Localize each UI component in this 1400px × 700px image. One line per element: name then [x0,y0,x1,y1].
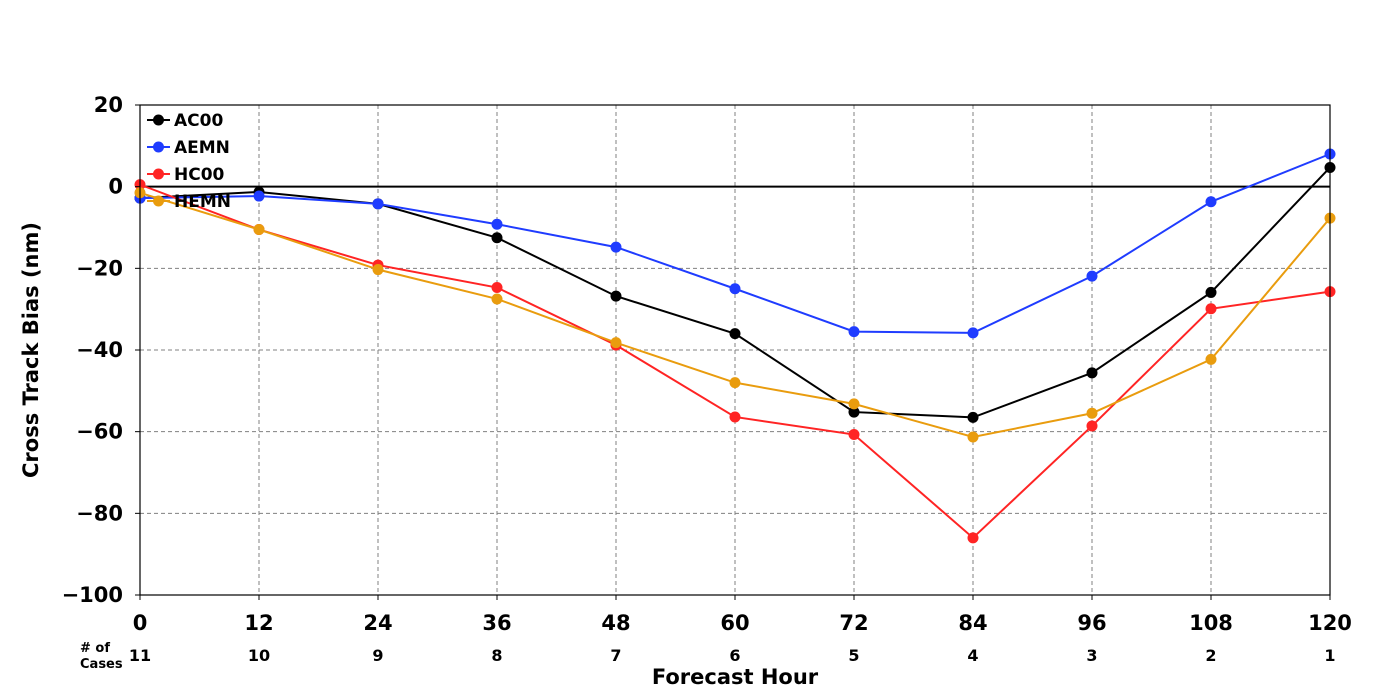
data-point-hc00 [491,282,503,294]
series-line-aemn [139,153,1331,334]
case-count-label: 2 [1205,646,1216,665]
x-tick-label: 72 [839,611,868,635]
case-count-label: 8 [491,646,502,665]
legend-marker [153,168,164,180]
x-tick-labels: 0 12 24 36 48 60 72 84 96 108 120 [133,595,1352,635]
x-axis-label: Forecast Hour [652,665,819,689]
data-point-hc00 [1086,420,1098,432]
data-point-hc00 [1205,303,1217,315]
case-count-label: 9 [372,646,383,665]
x-tick-label: 48 [601,611,630,635]
y-tick-label: −60 [76,420,123,444]
legend-entry-hc00: HC00 [147,165,225,185]
data-point-aemn [372,198,384,210]
y-tick-label: −40 [76,338,123,362]
case-count-label: 6 [729,646,740,665]
data-point-hemn [372,264,384,276]
data-point-ac00 [1086,367,1098,379]
data-series [134,148,1336,544]
data-point-ac00 [1205,286,1217,298]
data-point-hemn [253,224,265,236]
data-point-ac00 [491,232,503,244]
case-count-label: 4 [967,646,978,665]
data-point-aemn [967,327,979,339]
data-point-ac00 [848,406,860,418]
cases-title-line2: Cases [80,657,123,672]
data-point-aemn [729,283,741,295]
x-tick-label: 24 [363,611,392,635]
y-tick-label: −100 [62,583,123,607]
legend-entry-ac00: AC00 [147,111,223,131]
data-point-ac00 [610,290,622,302]
legend-marker [153,195,164,207]
y-tick-label: 0 [108,175,123,199]
x-tick-label: 0 [133,611,148,635]
data-point-hemn [1086,407,1098,419]
series-hemn [134,187,1336,443]
data-point-hemn [1205,353,1217,365]
data-point-hemn [848,398,860,410]
data-point-hc00 [848,429,860,441]
data-point-hemn [729,377,741,389]
case-count-label: 3 [1086,646,1097,665]
y-axis-label: Cross Track Bias (nm) [19,222,43,478]
x-tick-label: 60 [720,611,749,635]
legend-marker [153,141,164,153]
x-tick-label: 96 [1077,611,1106,635]
case-count-label: 1 [1324,646,1335,665]
grid-lines [140,105,1330,595]
x-tick-label: 36 [482,611,511,635]
data-point-aemn [610,241,622,253]
x-tick-label: 84 [958,611,987,635]
case-count-label: 11 [129,646,151,665]
x-tick-label: 108 [1189,611,1233,635]
x-tick-label: 12 [244,611,273,635]
data-point-hemn [491,293,503,305]
data-point-aemn [1205,196,1217,208]
legend: AC00 AEMN HC00 HEMN [147,111,231,212]
data-point-aemn [253,190,265,202]
legend-entry-hemn: HEMN [147,192,231,212]
data-point-aemn [491,218,503,230]
data-point-ac00 [967,411,979,423]
cases-row: # of Cases 11 10 9 8 7 6 5 4 3 2 1 [80,641,1336,672]
y-tick-label: −80 [76,501,123,525]
legend-entry-aemn: AEMN [147,138,230,158]
data-point-hc00 [967,532,979,544]
legend-label: HC00 [174,165,225,185]
legend-marker [153,114,164,126]
case-count-label: 5 [848,646,859,665]
data-point-aemn [848,326,860,338]
y-tick-label: 20 [94,93,123,117]
case-count-label: 7 [610,646,621,665]
legend-label: HEMN [174,192,231,212]
legend-label: AC00 [174,111,223,131]
data-point-ac00 [729,328,741,340]
data-point-hc00 [729,411,741,423]
y-tick-labels: 20 0 −20 −40 −60 −80 −100 [62,93,140,607]
legend-label: AEMN [174,138,230,158]
x-tick-label: 120 [1308,611,1352,635]
data-point-hemn [610,337,622,349]
data-point-aemn [1086,270,1098,282]
cases-title-line1: # of [80,641,110,656]
case-count-label: 10 [248,646,270,665]
data-point-hemn [967,431,979,443]
y-tick-label: −20 [76,256,123,280]
